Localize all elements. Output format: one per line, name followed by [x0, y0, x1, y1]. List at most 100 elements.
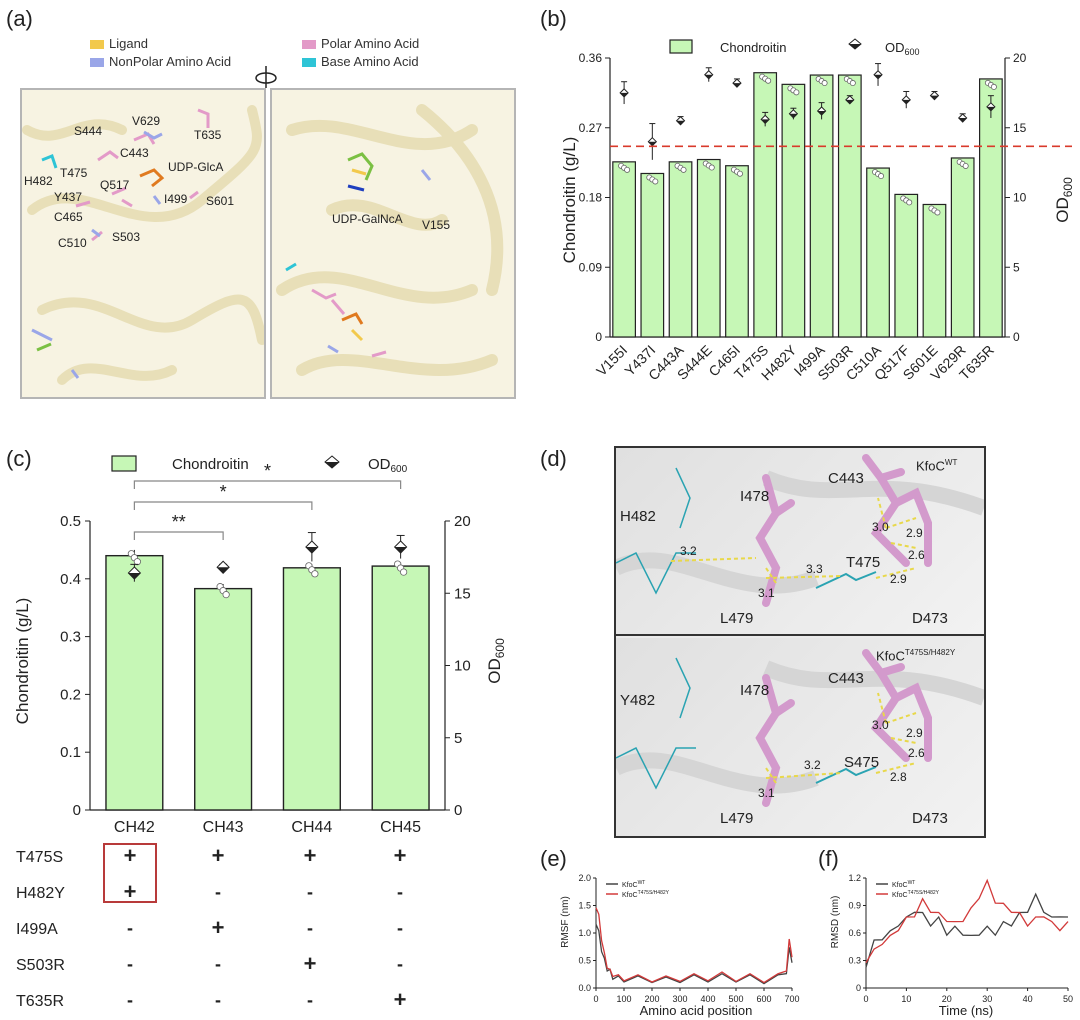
b-point-S444E-2: [708, 164, 715, 171]
panel-label-c: (c): [6, 446, 32, 471]
b-ytick-label-4: 0.36: [579, 51, 603, 65]
b-point-S503R-2: [849, 80, 856, 87]
table-row-label-S503R: S503R: [16, 957, 65, 974]
table-row-label-T475S: T475S: [16, 849, 63, 866]
e-ytick-label-4: 2.0: [578, 873, 591, 883]
b-od-marker-C443A: [675, 116, 686, 126]
b-y2tick-label-4: 20: [1013, 51, 1027, 65]
e-series-0: [595, 923, 793, 985]
protein-structure-left: S444 V629 T635 C443 UDP-GlcA H482 T475 Q…: [20, 88, 266, 399]
b-ytick-label-2: 0.18: [579, 191, 603, 205]
b-od-marker-Y437I-fill: [648, 141, 657, 146]
f-ytick-label-0: 0: [856, 983, 861, 993]
chart-e-marks: 0.0 0.5 1.0 1.5 2.0 0 100 200 300 400 500 600 700 Kfo…: [578, 873, 799, 1004]
distance-mut-5: 2.6: [908, 746, 925, 760]
c-y2tick-label-0: 0: [454, 802, 462, 819]
c-xtick-label-CH43: CH43: [203, 819, 244, 836]
table-row-label-T635R: T635R: [16, 993, 64, 1010]
residue-s444: S444: [74, 124, 103, 138]
table-mark-I499A-0: -: [127, 918, 133, 938]
b-od-marker-S601E-fill: [930, 95, 939, 100]
ribbon-structure-left: [22, 105, 264, 385]
e-legend-label-0: KfoCWT: [622, 880, 645, 889]
c-bar-CH44: [282, 567, 341, 811]
f-legend-label-1: KfoCT475S/H482Y: [892, 890, 940, 899]
distance-mut-3: 3.0: [872, 718, 889, 732]
table-mark-T635R-1: -: [215, 990, 221, 1010]
b-point-T475S-2: [765, 77, 772, 84]
distance-wt-2: 3.3: [806, 562, 823, 576]
legend-c-chondroitin-label: Chondroitin: [172, 456, 249, 473]
chart-f-marks: 0 0.3 0.6 0.9 1.2 0 10 20 30 40 50 KfoCWTKfoCT475S/…: [848, 873, 1073, 1004]
base-swatch: [302, 58, 316, 68]
b-bar-H482Y: [781, 83, 806, 338]
table-mark-T475S-3: +: [394, 843, 407, 868]
b-ytick-label-1: 0.09: [579, 260, 603, 274]
c-sig-bracket-0: [133, 531, 224, 540]
b-bar-V155I: [612, 161, 636, 338]
highlight-box: [103, 843, 157, 903]
f-xtick-label-1: 10: [901, 994, 911, 1004]
c-point-CH43-2: [222, 591, 230, 599]
residue-udp-galnca: UDP-GalNcA: [332, 212, 403, 226]
b-ytick-label-3: 0.27: [579, 121, 603, 135]
legend-nonpolar: NonPolar Amino Acid: [90, 54, 231, 69]
table-mark-T475S-2: +: [304, 843, 317, 868]
b-od-marker-C465I: [732, 78, 742, 88]
e-xtick-label-3: 300: [672, 994, 687, 1004]
distance-wt-3: 3.1: [758, 586, 775, 600]
c-y2tick-label-1: 5: [454, 730, 462, 747]
distance-wt-6: 2.6: [908, 548, 925, 562]
legend-b-chondroitin-swatch: [669, 39, 693, 54]
c-sig-label-2: *: [264, 461, 271, 481]
residue-h482-wt: H482: [620, 508, 656, 525]
chart-c-y2label: OD600: [485, 638, 507, 684]
b-y2tick-label-2: 10: [1013, 191, 1027, 205]
residue-udp-glca: UDP-GlcA: [168, 160, 224, 174]
distance-wt-5: 2.9: [906, 526, 923, 540]
b-bar-S503R: [837, 74, 862, 338]
panel-d-top-structure: [616, 454, 984, 607]
b-od-marker-S444E-fill: [704, 74, 713, 79]
e-xtick-label-7: 700: [784, 994, 799, 1004]
residue-d473-wt: D473: [912, 610, 948, 627]
legend-nonpolar-label: NonPolar Amino Acid: [109, 54, 232, 69]
c-bar-CH45: [371, 565, 430, 811]
b-bar-Q517F: [894, 193, 919, 338]
legend-b-od-label: OD600: [885, 40, 920, 57]
c-od-marker-CH45: [393, 540, 408, 554]
legend-base-label: Base Amino Acid: [321, 54, 419, 69]
residue-i478-wt: I478: [740, 488, 770, 505]
table-mark-S503R-2: +: [304, 951, 317, 976]
distance-wt-4: 3.0: [872, 520, 889, 534]
panel-label-e: (e): [540, 846, 567, 871]
legend-polar: Polar Amino Acid: [302, 36, 419, 51]
chart-b-ylabel: Chondroitin (g/L): [560, 137, 579, 264]
chart-f-ylabel: RMSD (nm): [830, 896, 841, 949]
legend-ligand-label: Ligand: [109, 36, 149, 51]
protein-structure-right: UDP-GalNcA V155: [270, 88, 516, 399]
chart-b-y2label: OD600: [1053, 177, 1075, 223]
residue-c443-mut: C443: [828, 670, 864, 687]
residue-t475: T475: [60, 166, 88, 180]
c-sig-label-0: **: [172, 512, 186, 532]
b-od-marker-V155I: [619, 88, 629, 98]
c-xtick-label-CH45: CH45: [380, 819, 421, 836]
legend-polar-label: Polar Amino Acid: [321, 36, 420, 51]
panel-d-top: KfoCWT H482 I478 C443 T475 L479 D473 3.2…: [616, 448, 984, 636]
panel-label-d: (d): [540, 446, 567, 471]
residue-l479-mut: L479: [720, 810, 754, 827]
b-point-I499A-2: [821, 80, 828, 87]
b-bar-S444E: [696, 158, 721, 338]
e-ytick-label-1: 0.5: [578, 956, 591, 966]
panel-label-f: (f): [818, 846, 839, 871]
b-od-marker-T475S-fill: [761, 119, 770, 124]
residue-i478-mut: I478: [740, 682, 770, 699]
c-ytick-label-0: 0: [73, 802, 81, 819]
chart-c-marks: 0 0.1 0.2 0.3 0.4 0.5 0 5 10 15 20 CH42 CH43 CH44 CH45…: [60, 461, 471, 836]
c-point-CH45-2: [400, 568, 408, 576]
f-xtick-label-0: 0: [863, 994, 868, 1004]
c-ytick-label-2: 0.2: [60, 686, 81, 703]
residue-s601: S601: [206, 194, 235, 208]
residue-h482: H482: [24, 174, 53, 188]
